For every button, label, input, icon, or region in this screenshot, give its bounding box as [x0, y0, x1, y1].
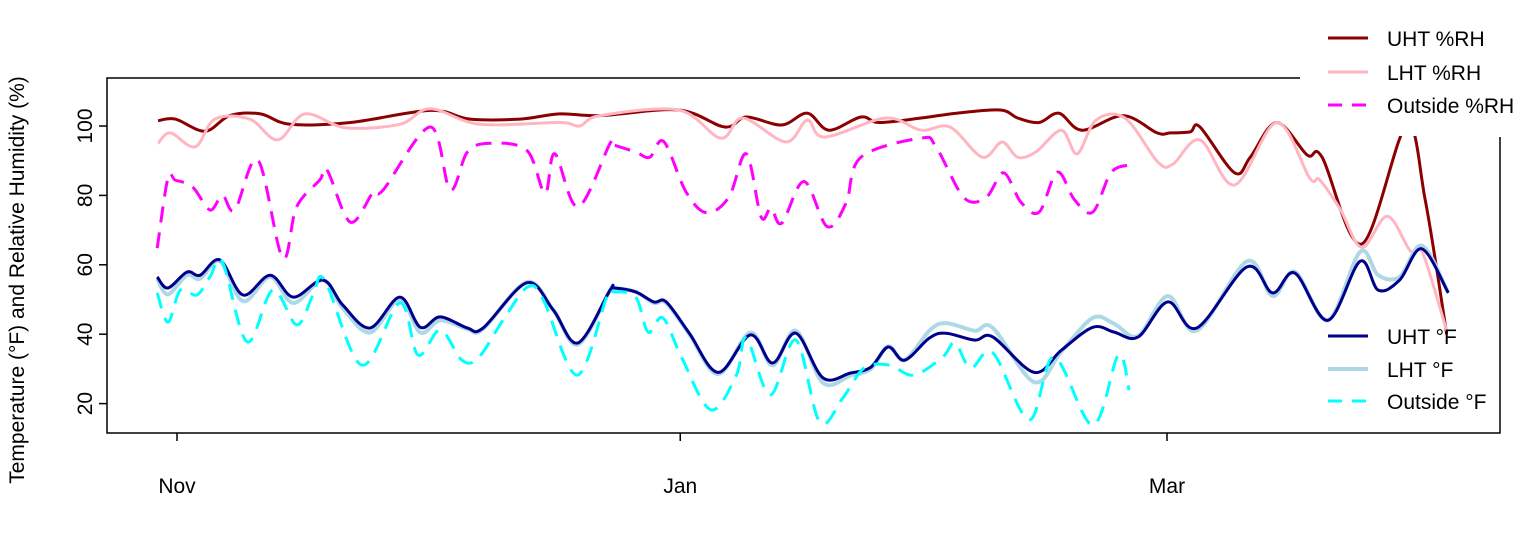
legend-label: Outside °F	[1387, 391, 1486, 414]
legend-label: UHT %RH	[1387, 28, 1485, 51]
y-tick-label: 60	[74, 253, 97, 276]
legend-item-lht-pctrh: LHT %RH	[1328, 62, 1481, 85]
legend-item-outside-pctrh: Outside %RH	[1328, 95, 1514, 118]
series-line-uht-degf	[156, 247, 1450, 382]
legend-item-lht-degf: LHT °F	[1328, 359, 1453, 382]
legend-label: LHT °F	[1387, 359, 1453, 382]
plot-frame	[106, 77, 1501, 434]
y-axis-title: Temperature (°F) and Relative Humidity (…	[6, 76, 29, 484]
y-tick-label: 100	[74, 108, 97, 143]
legend-label: Outside %RH	[1387, 95, 1514, 118]
legend-item-outside-degf: Outside °F	[1328, 391, 1486, 414]
legend-top-right: UHT %RH LHT %RH Outside %RH	[1328, 28, 1514, 118]
series-layer	[155, 107, 1451, 427]
legend-item-uht-pctrh: UHT %RH	[1328, 28, 1485, 51]
x-tick-label: Jan	[663, 475, 697, 498]
x-tick-label: Nov	[158, 475, 196, 498]
y-tick-label: 80	[74, 184, 97, 207]
axes-layer: 20 40 60 80 100 Nov Jan Mar	[74, 108, 1185, 498]
legend-label: LHT %RH	[1387, 62, 1481, 85]
series-line-outside-degf	[155, 257, 1131, 427]
y-tick-label: 40	[74, 323, 97, 346]
legend-item-uht-degf: UHT °F	[1328, 326, 1457, 349]
legend-bottom-right: UHT °F LHT °F Outside °F	[1328, 326, 1486, 414]
legend-label: UHT °F	[1387, 326, 1457, 349]
x-tick-label: Mar	[1149, 475, 1185, 498]
series-line-outside-pctrh	[155, 125, 1130, 261]
y-tick-label: 20	[74, 392, 97, 415]
series-line-lht-pctrh	[156, 107, 1449, 332]
